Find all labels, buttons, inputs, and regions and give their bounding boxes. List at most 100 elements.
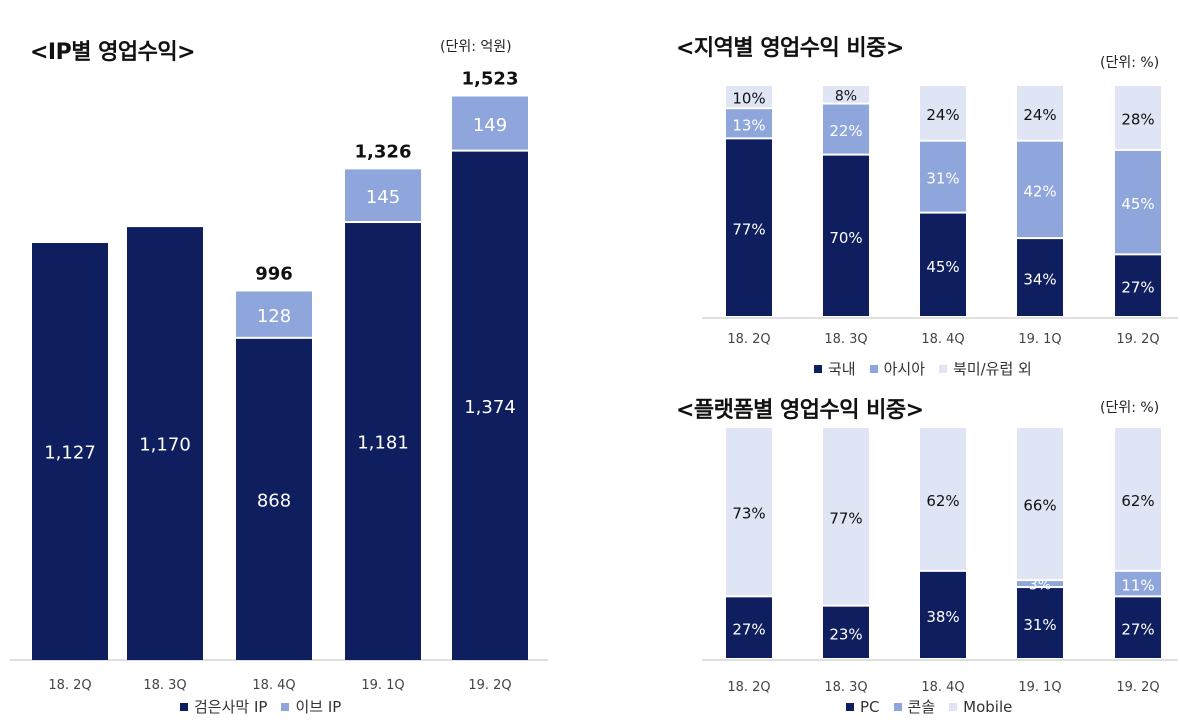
bar-segment bbox=[1017, 428, 1063, 580]
data-label: 8% bbox=[835, 88, 857, 104]
region-share-legend: 국내 아시아 북미/유럽 외 bbox=[814, 358, 1046, 379]
ip-revenue-chart: 1,127 18. 2Q 1,170 18. 3Q 868 128 996 18. 4Q 1,1… bbox=[10, 68, 548, 693]
legend-item: 아시아 bbox=[869, 358, 926, 379]
x-tick-label: 19. 1Q bbox=[1018, 680, 1061, 695]
bar-segment bbox=[1115, 597, 1161, 658]
legend-item: 국내 bbox=[814, 358, 856, 379]
x-tick-label: 18. 2Q bbox=[727, 332, 770, 347]
legend-item: PC bbox=[846, 698, 880, 716]
legend-swatch bbox=[814, 364, 822, 373]
x-tick-label: 18. 2Q bbox=[48, 678, 91, 693]
total-label: 1,523 bbox=[462, 68, 519, 89]
data-label: 77% bbox=[829, 509, 862, 527]
data-label: 23% bbox=[829, 625, 862, 643]
bar-segment bbox=[1115, 255, 1161, 316]
data-label: 66% bbox=[1023, 497, 1056, 515]
x-tick-label: 19. 2Q bbox=[1116, 332, 1159, 347]
bar-segment bbox=[920, 141, 966, 212]
legend-swatch bbox=[180, 702, 188, 711]
region-share-unit: (단위: %) bbox=[1100, 55, 1160, 71]
legend-label: 국내 bbox=[828, 360, 856, 378]
data-label: 868 bbox=[257, 490, 291, 511]
bar-segment bbox=[32, 243, 108, 660]
bar-segment bbox=[1017, 581, 1063, 587]
bar-segment bbox=[1017, 588, 1063, 658]
bar-segment bbox=[1115, 428, 1161, 570]
legend-label: 이브 IP bbox=[295, 698, 342, 716]
data-label: 73% bbox=[732, 505, 765, 523]
data-label: 13% bbox=[732, 116, 765, 134]
bar-segment bbox=[920, 428, 966, 570]
bar-segment bbox=[726, 139, 772, 316]
data-label: 11% bbox=[1121, 577, 1154, 595]
data-label: 31% bbox=[926, 170, 959, 188]
data-label: 22% bbox=[829, 122, 862, 140]
x-tick-label: 18. 3Q bbox=[824, 680, 867, 695]
bar-segment bbox=[823, 606, 869, 658]
data-label: 27% bbox=[1121, 279, 1154, 297]
bar-segment bbox=[920, 213, 966, 316]
legend-label: PC bbox=[860, 698, 880, 716]
data-label: 70% bbox=[829, 229, 862, 247]
data-label: 38% bbox=[926, 608, 959, 626]
legend-swatch bbox=[949, 702, 958, 711]
data-label: 34% bbox=[1023, 271, 1056, 289]
legend-label: 검은사막 IP bbox=[194, 698, 268, 716]
bar-segment bbox=[726, 86, 772, 108]
data-label: 62% bbox=[926, 492, 959, 510]
total-label: 1,326 bbox=[355, 141, 412, 162]
bar-segment bbox=[236, 291, 312, 337]
bar-segment bbox=[920, 86, 966, 140]
bar-segment bbox=[823, 155, 869, 316]
data-label: 42% bbox=[1023, 182, 1056, 200]
platform-share-legend: PC 콘솔 Mobile bbox=[846, 696, 1026, 717]
bar-segment bbox=[345, 169, 421, 222]
data-label: 10% bbox=[732, 90, 765, 108]
bar-segment bbox=[1017, 86, 1063, 140]
platform-share-unit: (단위: %) bbox=[1100, 400, 1160, 416]
legend-item: 이브 IP bbox=[281, 696, 341, 717]
data-label: 24% bbox=[926, 106, 959, 124]
legend-swatch bbox=[846, 702, 854, 711]
legend-swatch bbox=[939, 364, 948, 373]
bar-segment bbox=[452, 151, 528, 660]
legend-label: 아시아 bbox=[883, 360, 926, 378]
data-label: 31% bbox=[1023, 616, 1056, 634]
bar-segment bbox=[920, 571, 966, 658]
legend-item: 북미/유럽 외 bbox=[939, 358, 1032, 379]
ip-revenue-title: <IP별 영업수익> bbox=[30, 40, 196, 65]
legend-label: Mobile bbox=[963, 698, 1013, 716]
data-label: 28% bbox=[1121, 110, 1154, 128]
legend-item: 콘솔 bbox=[893, 696, 935, 717]
legend-swatch bbox=[869, 364, 878, 373]
data-label: 1,374 bbox=[464, 397, 516, 418]
bar-segment bbox=[726, 109, 772, 138]
bar-segment bbox=[823, 86, 869, 103]
bar-segment bbox=[236, 338, 312, 660]
legend-item: Mobile bbox=[949, 698, 1012, 716]
data-label: 1,127 bbox=[44, 443, 96, 464]
total-label: 996 bbox=[255, 263, 293, 284]
x-tick-label: 18. 3Q bbox=[824, 332, 867, 347]
bar-segment bbox=[1115, 571, 1161, 596]
bar-segment bbox=[1017, 239, 1063, 316]
data-label: 1,170 bbox=[139, 435, 191, 456]
x-tick-label: 18. 3Q bbox=[143, 678, 186, 693]
data-label: 1,181 bbox=[357, 433, 409, 454]
x-tick-label: 19. 2Q bbox=[1116, 680, 1159, 695]
data-label: 62% bbox=[1121, 492, 1154, 510]
bar-segment bbox=[127, 227, 203, 660]
legend-swatch bbox=[893, 702, 902, 711]
bar-segment bbox=[726, 428, 772, 596]
data-label: 45% bbox=[1121, 195, 1154, 213]
data-label: 149 bbox=[473, 115, 507, 136]
ip-revenue-unit: (단위: 억원) bbox=[440, 39, 512, 55]
bar-segment bbox=[823, 104, 869, 154]
bar-segment bbox=[823, 428, 869, 605]
bar-segment bbox=[1017, 141, 1063, 238]
x-tick-label: 18. 4Q bbox=[921, 332, 964, 347]
data-label: 27% bbox=[1121, 621, 1154, 639]
legend-item: 검은사막 IP bbox=[180, 696, 267, 717]
data-label: 24% bbox=[1023, 106, 1056, 124]
